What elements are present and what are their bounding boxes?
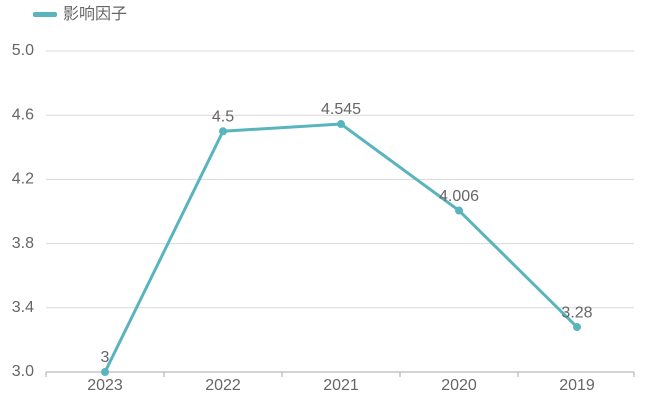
data-label: 4.545 bbox=[321, 101, 361, 118]
x-tick-label: 2020 bbox=[441, 377, 477, 394]
x-tick-label: 2021 bbox=[323, 377, 359, 394]
y-tick-label: 4.6 bbox=[12, 106, 34, 123]
y-tick-label: 5.0 bbox=[12, 42, 34, 59]
data-label: 4.5 bbox=[212, 108, 234, 125]
x-tick-label: 2019 bbox=[559, 377, 595, 394]
y-tick-label: 3.0 bbox=[12, 363, 34, 380]
point bbox=[101, 368, 109, 376]
point bbox=[219, 127, 227, 136]
y-tick-label: 3.8 bbox=[12, 235, 34, 252]
point bbox=[455, 206, 463, 215]
line bbox=[103, 122, 579, 373]
x-tick-label: 2022 bbox=[205, 377, 241, 394]
point bbox=[337, 120, 345, 129]
y-tick-label: 3.4 bbox=[12, 299, 34, 316]
legend-swatch bbox=[33, 12, 57, 17]
point bbox=[573, 323, 581, 332]
legend-label: 影响因子 bbox=[63, 5, 127, 23]
data-label: 4.006 bbox=[439, 188, 479, 205]
data-label: 3 bbox=[101, 349, 110, 366]
x-tick-label: 2023 bbox=[87, 377, 123, 394]
y-tick-label: 4.2 bbox=[12, 171, 34, 188]
data-label: 3.28 bbox=[561, 304, 592, 321]
